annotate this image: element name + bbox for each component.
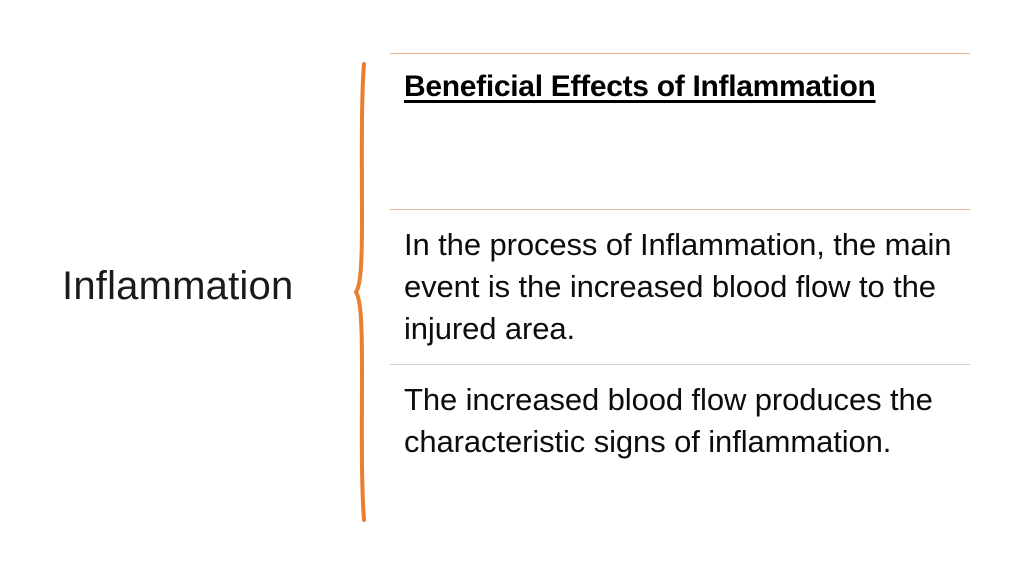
list-item: In the process of Inflammation, the main… [390, 209, 970, 364]
section-heading: Beneficial Effects of Inflammation [404, 70, 876, 103]
list-item-text: In the process of Inflammation, the main… [404, 227, 952, 346]
list-item-heading: Beneficial Effects of Inflammation [390, 53, 970, 209]
list-item: The increased blood flow produces the ch… [390, 364, 970, 514]
curly-brace-connector [353, 62, 366, 522]
content-list: Beneficial Effects of Inflammation In th… [390, 53, 970, 514]
slide-title: Inflammation [62, 264, 294, 308]
list-item-text: The increased blood flow produces the ch… [404, 382, 933, 459]
